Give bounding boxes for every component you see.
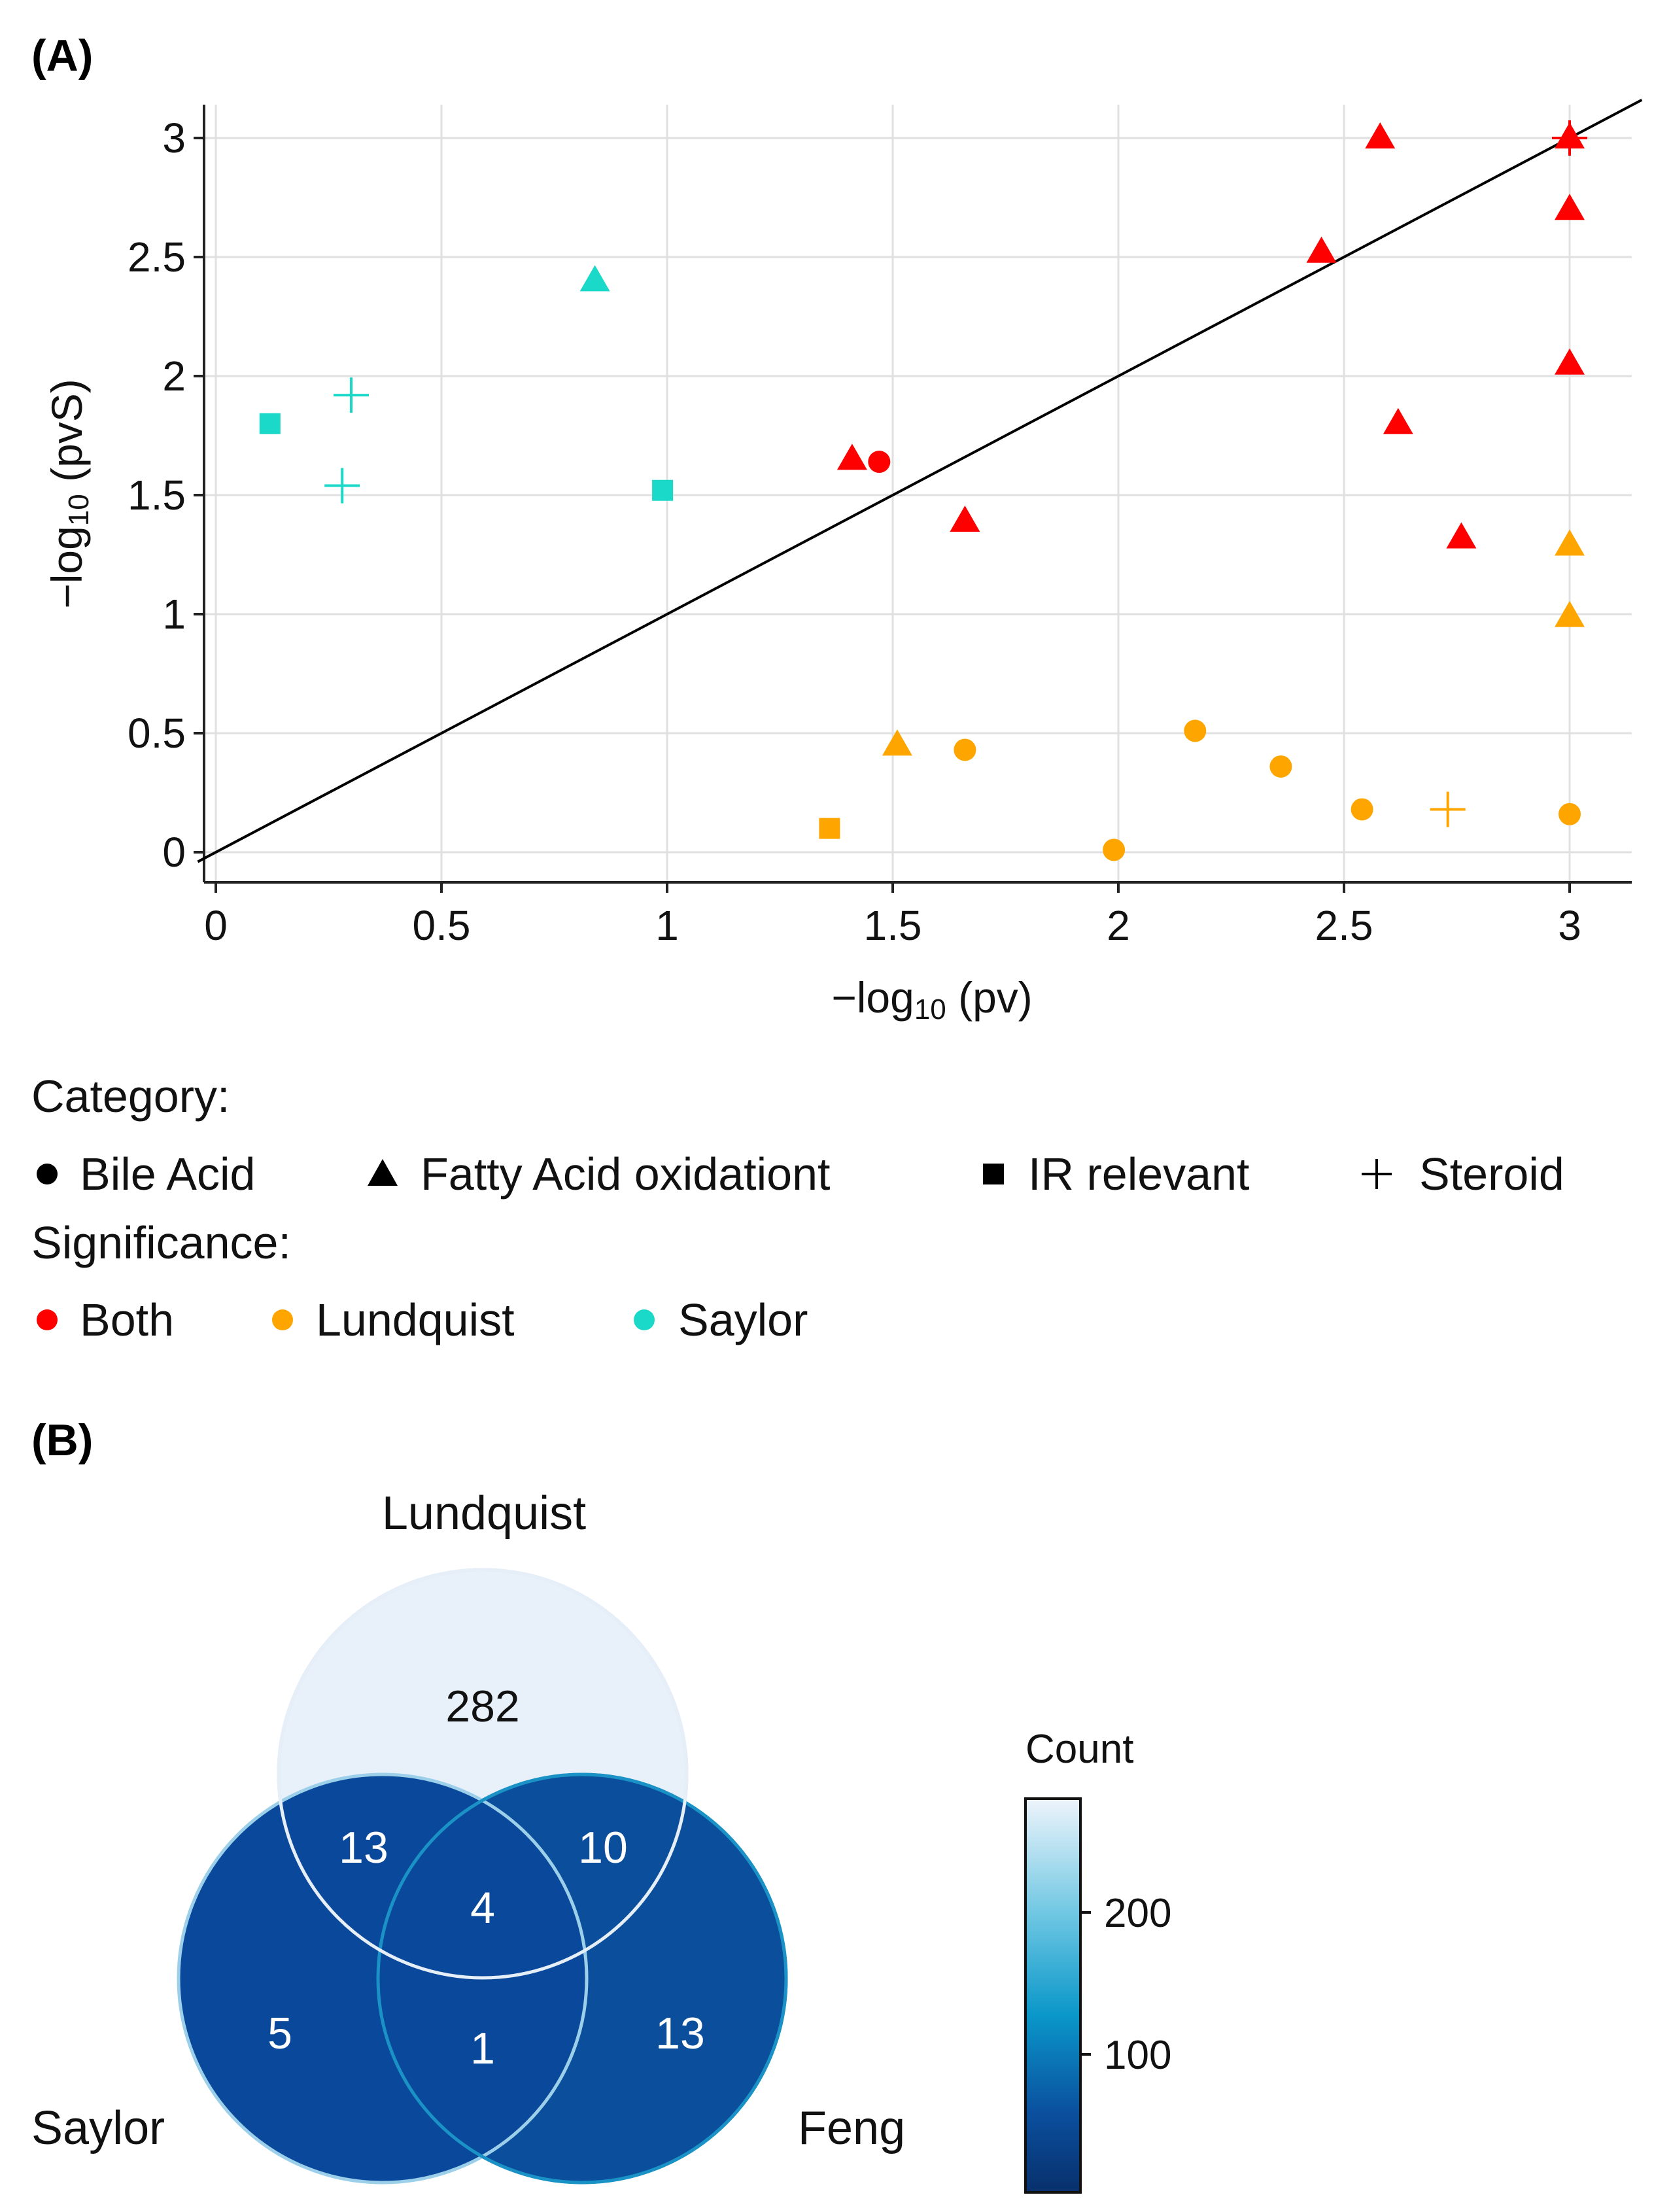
x-tick-label: 1 bbox=[655, 902, 679, 949]
colorbar-title: Count bbox=[1025, 1727, 1133, 1772]
legend-label-both: Both bbox=[80, 1294, 174, 1345]
legend-marker-lundquist bbox=[272, 1309, 293, 1330]
y-axis-label: −log10 (pvS) bbox=[43, 379, 95, 609]
point-bile-acid-lundquist bbox=[1184, 719, 1207, 742]
set-label-saylor: Saylor bbox=[31, 2102, 165, 2154]
colorbar-gradient bbox=[1024, 1797, 1082, 2194]
point-fatty-acid-both bbox=[1365, 122, 1396, 148]
point-fatty-acid-both bbox=[1555, 348, 1585, 375]
venn-value-all-three: 4 bbox=[470, 1883, 495, 1933]
x-tick-label: 2.5 bbox=[1315, 902, 1373, 949]
x-tick-label: 1.5 bbox=[864, 902, 922, 949]
point-fatty-acid-saylor bbox=[579, 265, 610, 292]
point-ir-relevant-saylor bbox=[652, 479, 674, 501]
venn-outline-lundquist bbox=[277, 1568, 689, 1980]
point-fatty-acid-lundquist bbox=[1555, 529, 1585, 556]
y-tick-label: 1 bbox=[162, 591, 186, 638]
point-fatty-acid-both bbox=[1555, 194, 1585, 220]
scatter-points bbox=[259, 120, 1587, 861]
point-steroid-saylor bbox=[334, 377, 369, 413]
venn-value-lundquist-only: 282 bbox=[445, 1682, 519, 1731]
legend-marker-both bbox=[37, 1309, 58, 1330]
legend-marker-saylor bbox=[634, 1309, 655, 1330]
legend-label-bile-acid: Bile Acid bbox=[80, 1149, 255, 1200]
venn-circle-saylor bbox=[177, 1772, 589, 2185]
legend-label-ir-relevant: IR relevant bbox=[1028, 1149, 1249, 1200]
panel-b-label: (B) bbox=[31, 1415, 93, 1465]
legend: Category: Bile Acid Fatty Acid oxidation… bbox=[31, 1071, 1564, 1345]
point-ir-relevant-saylor bbox=[259, 413, 281, 434]
panel-a: (A) 0 0.5 1 1.5 2 2.5 3 0 0.5 1 1.5 2 2.5 3 −log10 (p… bbox=[31, 31, 1643, 1345]
venn-value-lundquist-saylor: 13 bbox=[339, 1823, 388, 1873]
point-fatty-acid-lundquist bbox=[1555, 600, 1585, 627]
colorbar-tick-label-200: 200 bbox=[1104, 1891, 1171, 1936]
point-bile-acid-lundquist bbox=[1351, 798, 1373, 821]
x-tick-label: 0 bbox=[204, 902, 228, 949]
y-tick-label: 2 bbox=[162, 353, 186, 400]
venn-value-saylor-only: 5 bbox=[267, 2009, 292, 2058]
y-tick-label: 0 bbox=[162, 829, 186, 876]
point-steroid-both bbox=[1552, 120, 1587, 156]
legend-significance-title: Significance: bbox=[31, 1217, 291, 1268]
set-label-lundquist: Lundquist bbox=[382, 1487, 586, 1540]
tick-labels: 0 0.5 1 1.5 2 2.5 3 0 0.5 1 1.5 2 2.5 3 bbox=[128, 114, 1581, 949]
point-fatty-acid-both bbox=[836, 443, 867, 470]
venn-value-lundquist-feng: 10 bbox=[578, 1823, 628, 1873]
legend-marker-ir-relevant bbox=[983, 1164, 1004, 1184]
point-bile-acid-lundquist bbox=[1103, 838, 1126, 861]
point-ir-relevant-lundquist bbox=[819, 818, 840, 839]
venn-value-saylor-feng: 1 bbox=[470, 2024, 495, 2073]
point-fatty-acid-both bbox=[1383, 407, 1413, 434]
colorbar-tick-label-100: 100 bbox=[1104, 2033, 1171, 2078]
point-bile-acid-lundquist bbox=[954, 738, 976, 761]
legend-label-fatty-acid: Fatty Acid oxidationt bbox=[421, 1149, 830, 1200]
panel-a-label: (A) bbox=[31, 31, 93, 80]
venn-value-feng-only: 13 bbox=[655, 2009, 705, 2058]
legend-label-steroid: Steroid bbox=[1419, 1149, 1564, 1200]
point-fatty-acid-both bbox=[1446, 522, 1477, 549]
x-tick-label: 0.5 bbox=[413, 902, 471, 949]
x-axis-label: −log10 (pv) bbox=[831, 973, 1033, 1026]
legend-marker-fatty-acid bbox=[368, 1159, 398, 1186]
axes bbox=[203, 105, 1632, 884]
x-tick-label: 3 bbox=[1558, 902, 1581, 949]
legend-label-saylor: Saylor bbox=[678, 1294, 808, 1345]
point-fatty-acid-both bbox=[950, 506, 980, 532]
y-tick-label: 1.5 bbox=[128, 472, 186, 519]
point-bile-acid-both bbox=[868, 451, 891, 474]
point-steroid-saylor bbox=[324, 468, 360, 504]
point-fatty-acid-lundquist bbox=[882, 729, 912, 756]
reference-line-y-equals-x bbox=[197, 98, 1643, 863]
legend-marker-steroid bbox=[1362, 1159, 1392, 1189]
y-tick-label: 3 bbox=[162, 114, 186, 162]
legend-category-title: Category: bbox=[31, 1071, 230, 1122]
y-tick-label: 0.5 bbox=[128, 710, 186, 757]
venn-outline-feng bbox=[376, 1772, 788, 2185]
y-tick-label: 2.5 bbox=[128, 233, 186, 281]
point-steroid-lundquist bbox=[1430, 791, 1466, 827]
x-tick-label: 2 bbox=[1107, 902, 1130, 949]
legend-marker-bile-acid bbox=[37, 1164, 58, 1184]
point-bile-acid-lundquist bbox=[1269, 755, 1292, 778]
set-label-feng: Feng bbox=[798, 2102, 905, 2154]
panel-b: (B) Lundquist Saylor Feng 282 13 10 4 5 … bbox=[31, 1415, 1171, 2194]
colorbar: Count 200 100 bbox=[1024, 1727, 1171, 2194]
point-fatty-acid-both bbox=[1306, 236, 1337, 263]
point-bile-acid-lundquist bbox=[1559, 803, 1581, 825]
grid bbox=[204, 105, 1632, 882]
legend-label-lundquist: Lundquist bbox=[316, 1294, 515, 1345]
